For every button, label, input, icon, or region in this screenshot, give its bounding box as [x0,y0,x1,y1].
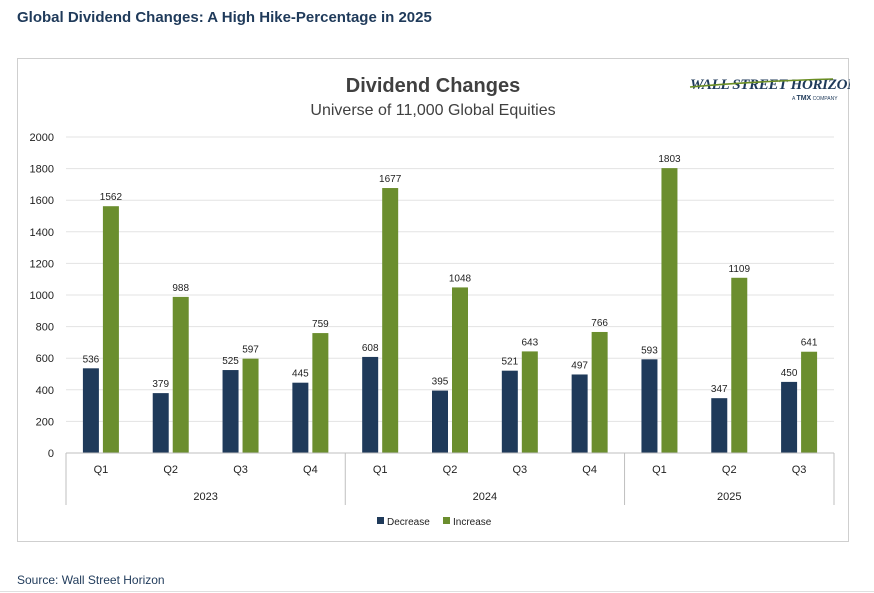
y-axis: 0 200 400 600 800 1000 1200 1400 1600 1800 2000 [30,132,54,460]
x-tick-label: Q2 [443,464,458,476]
increase-data-label: 1048 [449,273,472,284]
increase-bar [521,351,538,453]
y-tick-label: 1000 [30,290,54,302]
decrease-bar [82,368,99,453]
x-axis: Q1 Q2 Q3 Q4 Q1 Q2 Q3 Q4 Q1 Q2 Q3 2023 2024 2025 [65,452,835,505]
y-tick-label: 1600 [30,195,54,207]
dividend-changes-chart: Dividend Changes Universe of 11,000 Glob… [30,75,850,528]
increase-bar [452,287,468,453]
decrease-bar [292,382,309,453]
y-tick-label: 1800 [30,164,54,176]
y-tick-label: 1400 [30,227,54,239]
x-tick-label: Q4 [582,464,597,476]
y-tick-label: 2000 [30,132,54,144]
page-title: Global Dividend Changes: A High Hike-Per… [17,9,432,26]
increase-data-label: 1109 [729,264,751,275]
wall-street-horizon-logo: WALL STREET HORIZON A TMX COMPANY [689,77,850,102]
decrease-bar [501,370,518,453]
x-tick-label: Q2 [722,464,737,476]
decrease-data-label: 608 [362,343,379,354]
y-tick-label: 200 [36,416,54,428]
x-group-label: 2023 [193,491,217,503]
increase-bar [801,351,818,453]
decrease-data-label: 379 [152,379,169,390]
logo-tagline: A TMX COMPANY [792,95,838,102]
increase-bar [591,331,608,453]
increase-legend-swatch [443,517,450,524]
increase-legend-label: Increase [453,517,492,528]
increase-data-label: 641 [801,338,818,349]
decrease-data-label: 445 [292,369,309,380]
decrease-data-label: 395 [432,377,449,388]
x-tick-label: Q3 [512,464,527,476]
x-tick-label: Q1 [652,464,667,476]
x-tick-label: Q3 [792,464,807,476]
decrease-bar [641,359,658,453]
decrease-bar [222,370,239,453]
increase-bar [382,188,399,453]
increase-bar [731,277,748,453]
decrease-data-label: 450 [781,368,798,379]
increase-data-label: 1803 [658,154,681,165]
decrease-data-label: 347 [711,384,728,395]
chart-frame: Dividend Changes Universe of 11,000 Glob… [17,58,850,542]
decrease-data-label: 536 [83,354,100,365]
logo-swoosh [689,78,834,88]
x-tick-label: Q1 [373,464,388,476]
decrease-bar [362,356,379,453]
x-tick-label: Q2 [163,464,178,476]
x-group-label: 2025 [717,491,741,503]
increase-data-label: 988 [172,283,189,294]
y-tick-label: 800 [36,322,54,334]
chart-title: Dividend Changes [346,75,520,97]
increase-data-label: 1562 [100,192,123,203]
decrease-bar [781,381,798,453]
increase-data-label: 597 [242,345,259,356]
source-note: Source: Wall Street Horizon [17,573,165,587]
increase-bar [661,168,678,453]
decrease-legend-label: Decrease [387,517,430,528]
bottom-divider [0,591,874,592]
increase-bar [312,333,329,453]
increase-bar [242,358,259,453]
increase-data-label: 759 [312,319,329,330]
gridlines [66,136,834,422]
decrease-bar [711,398,728,453]
increase-data-label: 1677 [379,174,402,185]
increase-data-label: 643 [521,337,538,348]
x-group-label: 2024 [473,491,497,503]
decrease-bar [571,374,588,453]
increase-bar [172,296,189,453]
decrease-data-label: 525 [222,356,239,367]
y-tick-label: 1200 [30,258,54,270]
legend: Decrease Increase [377,517,492,528]
decrease-bar [152,393,169,453]
decrease-data-label: 497 [571,360,588,371]
y-tick-label: 600 [36,353,54,365]
increase-data-label: 766 [591,318,608,329]
y-tick-label: 0 [48,448,54,460]
x-tick-label: Q3 [233,464,248,476]
logo-wordmark: WALL STREET HORIZON [690,77,850,93]
decrease-bar [432,390,448,453]
decrease-legend-swatch [377,517,384,524]
x-tick-label: Q1 [94,464,109,476]
chart-subtitle: Universe of 11,000 Global Equities [310,102,555,119]
decrease-data-label: 593 [641,345,658,356]
y-tick-label: 400 [36,385,54,397]
x-tick-label: Q4 [303,464,318,476]
increase-bar [102,206,119,453]
decrease-data-label: 521 [501,357,518,368]
